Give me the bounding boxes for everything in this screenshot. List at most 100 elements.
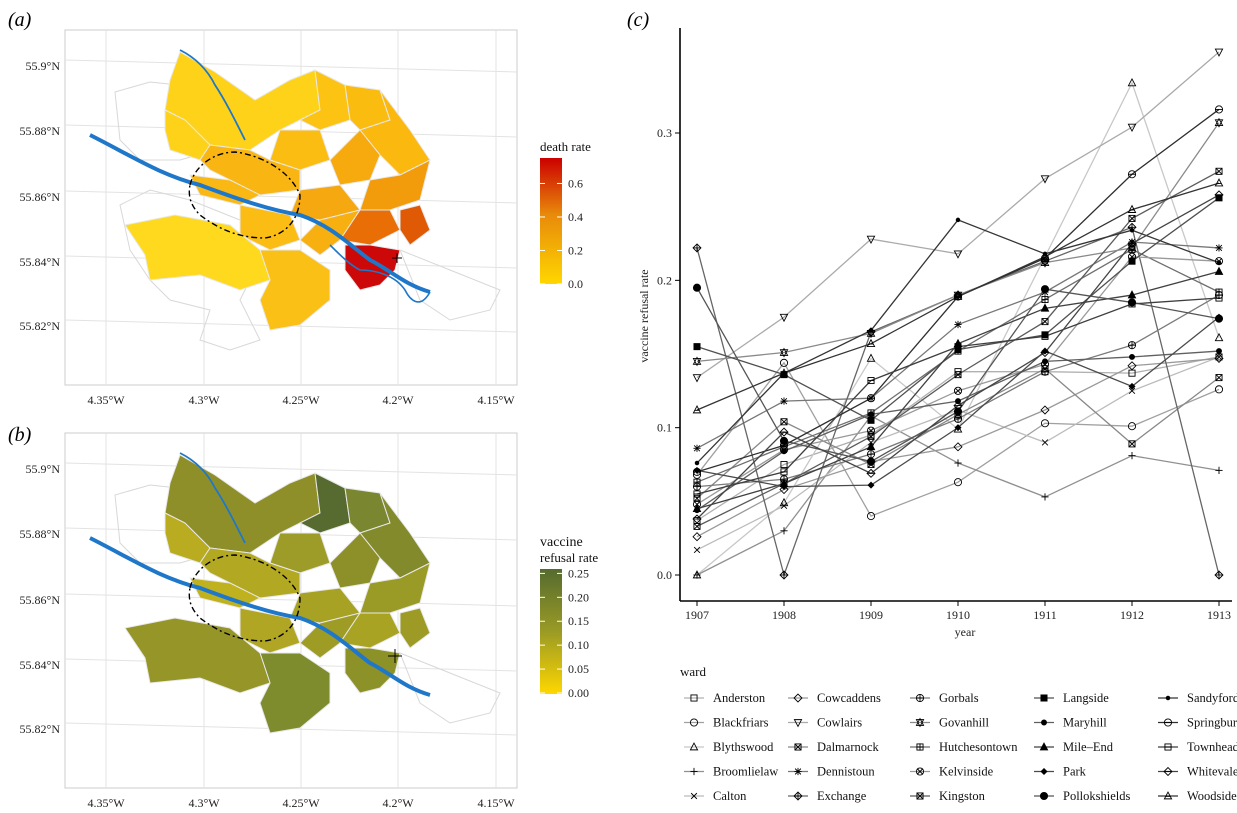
point-pollokshields (1128, 299, 1135, 306)
point-mile-end (1215, 268, 1222, 275)
series-line-mile-end (697, 271, 1219, 508)
legend-label-woodside: Woodside (1187, 789, 1237, 803)
legend-label-mile-end: Mile–End (1063, 740, 1114, 754)
point-maryhill (868, 412, 873, 417)
legend-label-blythswood: Blythswood (713, 740, 774, 754)
y-tick-label: 0.0 (657, 568, 672, 582)
map-lat-tick: 55.9°N (26, 59, 61, 73)
legend-label-hutchesontown: Hutchesontown (939, 740, 1018, 754)
legend-key-pollokshields (1040, 792, 1047, 799)
legend-label-pollokshields: Pollokshields (1063, 789, 1131, 803)
point-springburn (1215, 106, 1222, 113)
point-broomlielaw (1128, 452, 1135, 459)
point-kelvinside (954, 387, 961, 394)
point-dennistoun (954, 321, 961, 328)
legend-key-gorbals (916, 694, 923, 701)
legend-title-ward: ward (680, 664, 706, 679)
point-kingston (694, 523, 700, 529)
legend-label-gorbals: Gorbals (939, 691, 979, 705)
point-woodside (1215, 179, 1222, 186)
legend-label-langside: Langside (1063, 691, 1109, 705)
point-dennistoun (693, 445, 700, 452)
map-lon-tick: 4.15°W (477, 796, 515, 810)
y-axis-title: vaccine refusal rate (637, 269, 651, 362)
point-gorbals (867, 451, 874, 458)
legend-b-title-line2: refusal rate (540, 550, 598, 565)
map-lat-tick: 55.82°N (20, 319, 61, 333)
point-calton (694, 547, 700, 553)
point-pollokshields (867, 458, 874, 465)
ward-legend: Anderston Blackfriars Blythswood Broomliela… (684, 691, 1237, 803)
point-exchange (1215, 571, 1223, 579)
x-tick-label: 1911 (1033, 608, 1057, 622)
series-line-cowlairs (697, 52, 1219, 378)
point-broomlielaw (1215, 467, 1222, 474)
y-tick-label: 0.2 (657, 273, 672, 287)
legend-death-rate: death rate 0.60.40.20.0 (540, 139, 591, 291)
point-broomlielaw (1041, 493, 1048, 500)
point-maryhill (1042, 359, 1047, 364)
point-calton (1042, 440, 1048, 446)
legend-label-dennistoun: Dennistoun (817, 765, 875, 779)
legend-key-sandyford (1166, 696, 1170, 700)
legend-key-hutchesontown (916, 743, 923, 750)
legend-label-whitevale: Whitevale (1187, 765, 1237, 779)
map-lat-tick: 55.9°N (26, 462, 61, 476)
legend-label-kelvinside: Kelvinside (939, 765, 994, 779)
map-lon-tick: 4.15°W (477, 393, 515, 407)
x-tick-label: 1908 (772, 608, 796, 622)
line-chart: 0.0 0.1 0.2 0.3 1907 1908 1909 1910 1911 1912 1913… (637, 28, 1237, 803)
point-maryhill (1129, 354, 1134, 359)
colorbar-tick-label: 0.05 (568, 662, 589, 676)
panel-label-b: (b) (8, 424, 32, 446)
y-tick-label: 0.3 (657, 126, 672, 140)
point-langside (1129, 258, 1135, 264)
map-lat-tick: 55.84°N (20, 255, 61, 269)
legend-key-broomlielaw (690, 768, 697, 775)
colorbar-tick-label: 0.00 (568, 686, 589, 700)
legend-label-kingston: Kingston (939, 789, 986, 803)
point-exchange (780, 571, 788, 579)
legend-key-park (1041, 769, 1047, 775)
legend-label-park: Park (1063, 765, 1087, 779)
series-line-broomlielaw (697, 416, 1219, 575)
point-sandyford (1217, 261, 1221, 265)
legend-label-maryhill: Maryhill (1063, 716, 1107, 730)
legend-key-townhead (1164, 744, 1171, 750)
map-lat-tick: 55.88°N (20, 124, 61, 138)
legend-key-springburn (1164, 719, 1171, 726)
point-langside (1042, 332, 1048, 338)
map-b-vaccine-refusal (65, 433, 517, 788)
x-tick-label: 1909 (859, 608, 883, 622)
map-lon-tick: 4.25°W (282, 393, 320, 407)
legend-b-title-line1: vaccine (540, 535, 583, 550)
point-langside (1216, 195, 1222, 201)
point-pollokshields (1215, 315, 1222, 322)
series-line-blythswood (697, 83, 1219, 575)
map-lat-tick: 55.82°N (20, 722, 61, 736)
legend-label-dalmarnock: Dalmarnock (817, 740, 880, 754)
point-kingston (1042, 319, 1048, 325)
legend-vaccine-refusal: vaccine refusal rate 0.25 0.20 0.15 0.10 0.0… (540, 535, 598, 700)
map-lon-tick: 4.3°W (188, 393, 220, 407)
legend-label-blackfriars: Blackfriars (713, 716, 769, 730)
legend-label-cowcaddens: Cowcaddens (817, 691, 881, 705)
legend-label-broomlielaw: Broomlielaw (713, 765, 778, 779)
point-dennistoun (780, 398, 787, 405)
colorbar-tick-label: 0.10 (568, 638, 589, 652)
map-lon-tick: 4.35°W (87, 393, 125, 407)
point-springburn (1128, 171, 1135, 178)
colorbar-tick-label: 0.25 (568, 566, 589, 580)
map-lon-tick: 4.2°W (382, 796, 414, 810)
point-gorbals (954, 415, 961, 422)
map-lon-tick: 4.25°W (282, 796, 320, 810)
map-lon-tick: 4.3°W (188, 796, 220, 810)
legend-key-langside (1041, 695, 1047, 701)
point-gorbals (1128, 342, 1135, 349)
point-dennistoun (1215, 244, 1222, 251)
point-exchange (693, 244, 701, 252)
colorbar-tick-label: 0.4 (568, 210, 583, 224)
x-tick-label: 1907 (685, 608, 709, 622)
point-sandyford (1130, 228, 1134, 232)
